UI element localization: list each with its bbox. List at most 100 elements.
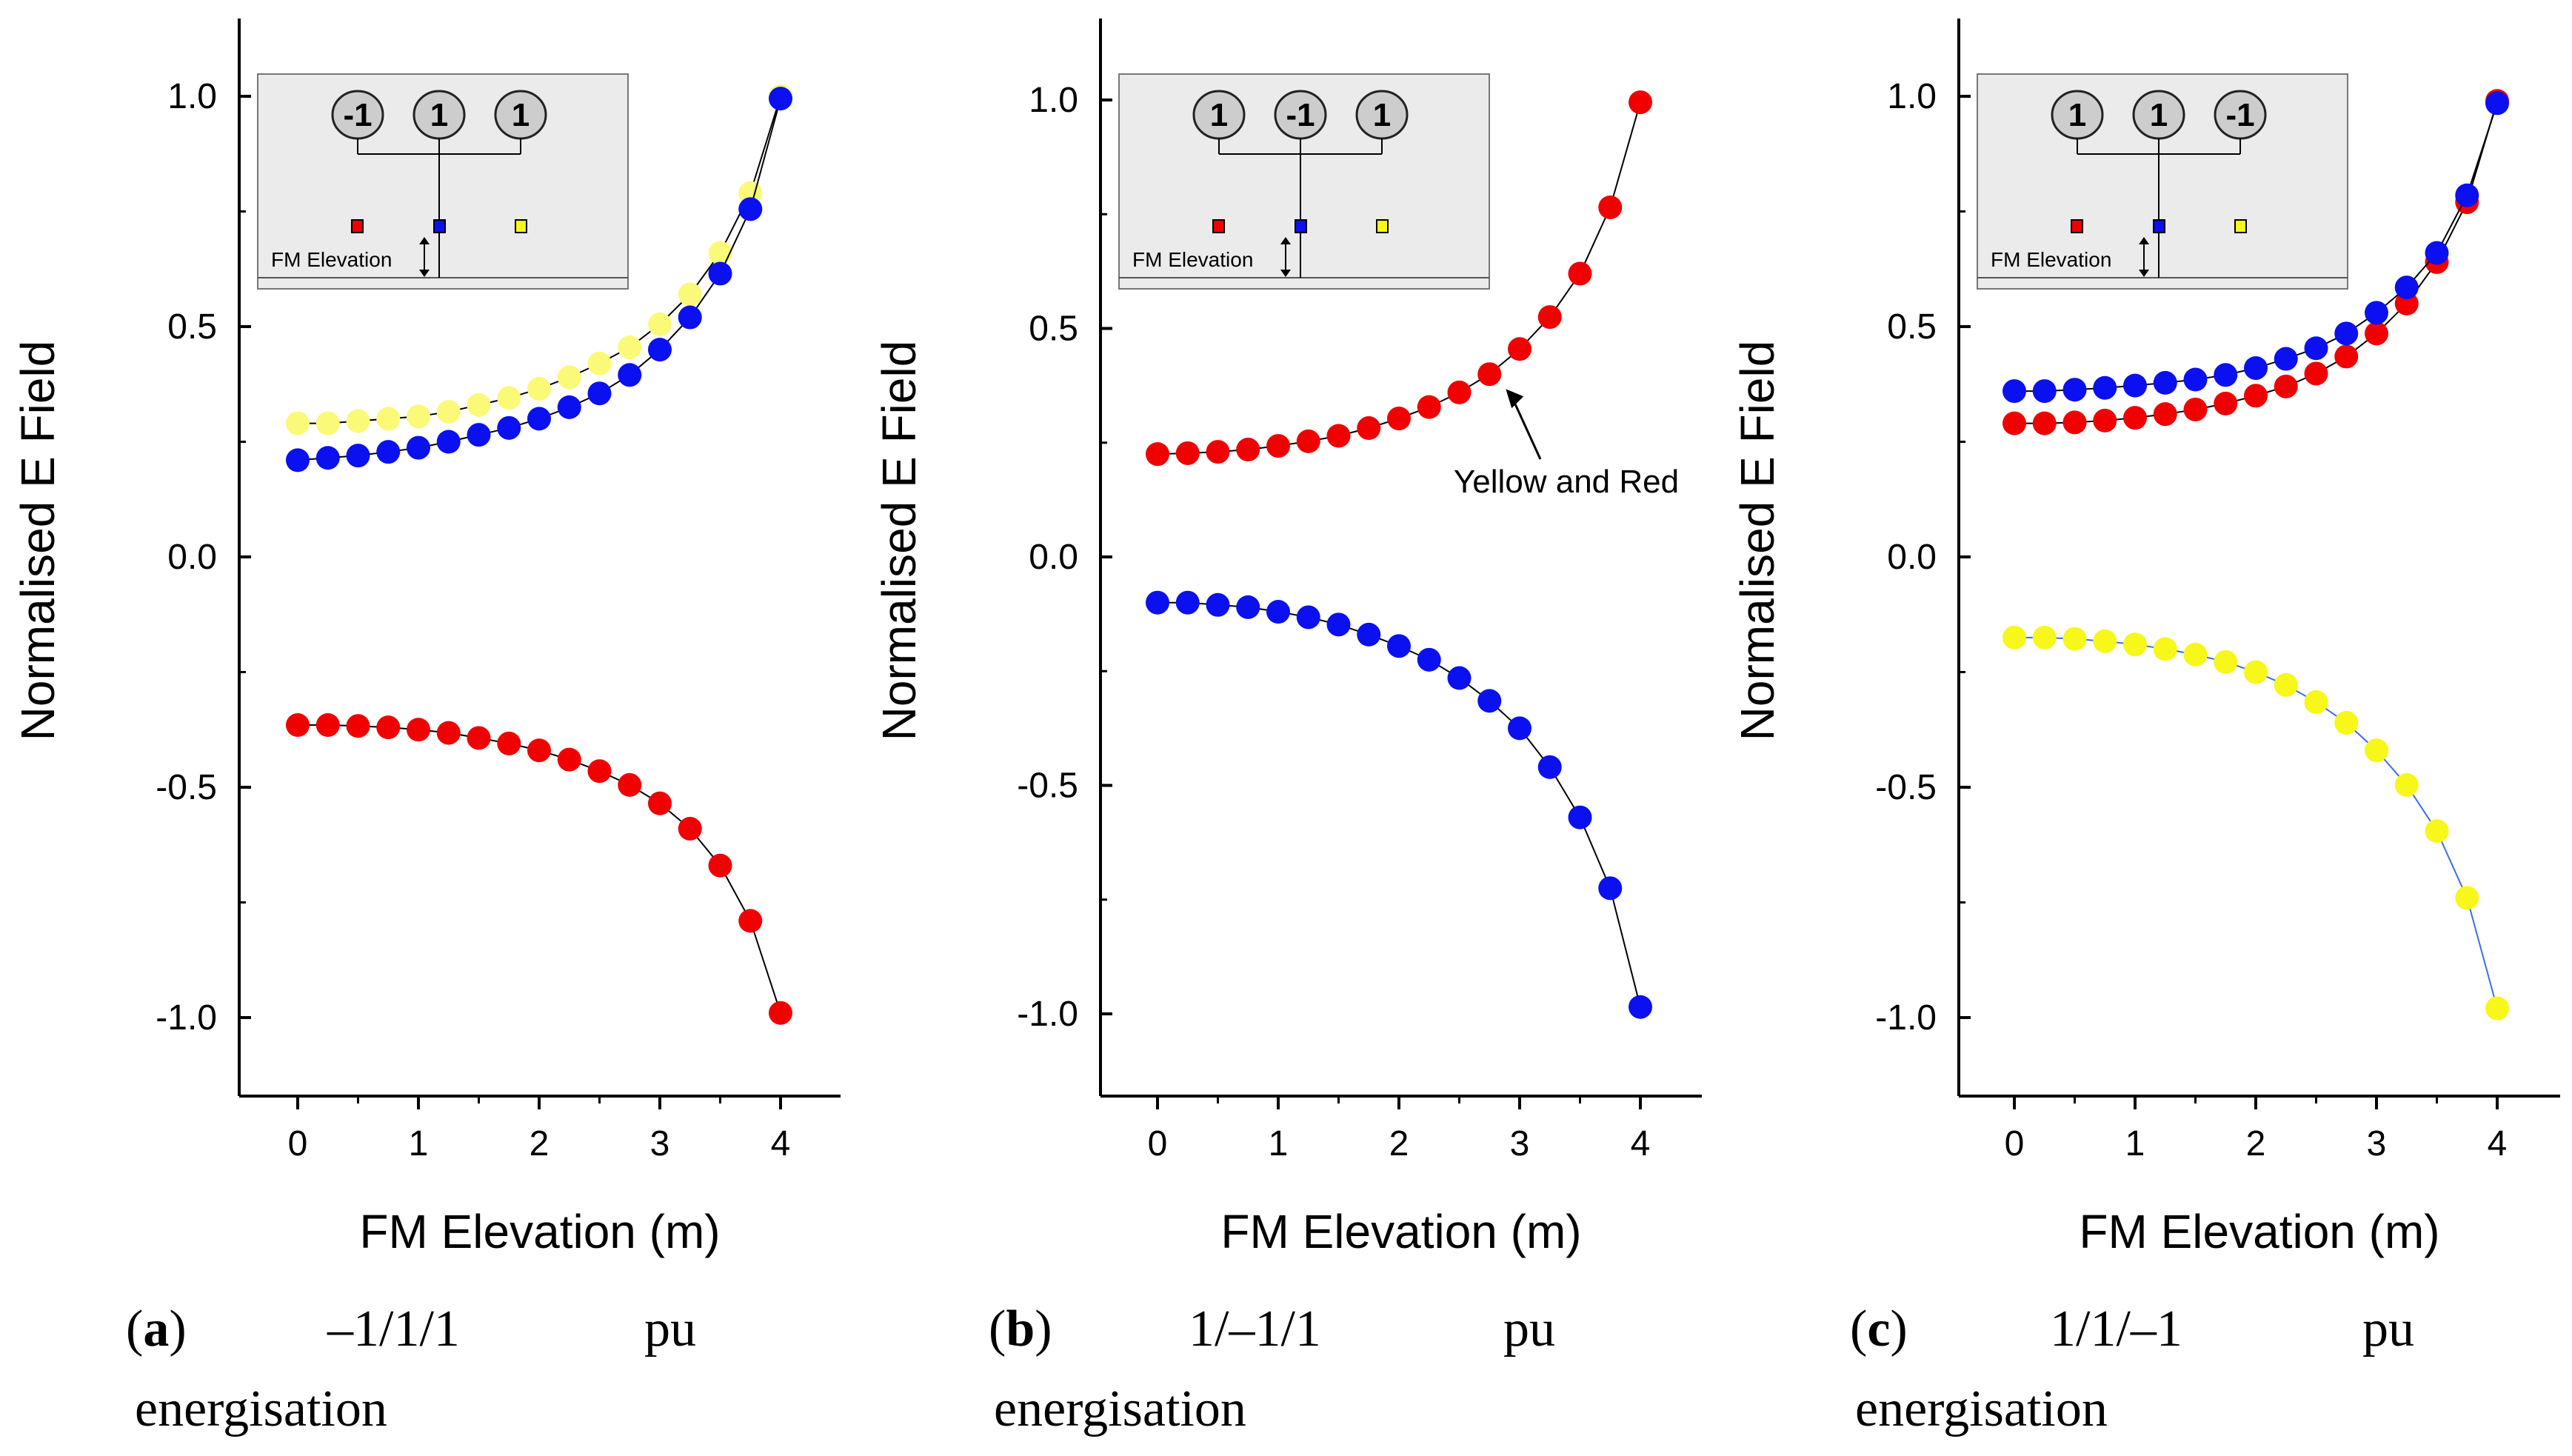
- caption-b-second-line: energisation: [994, 1380, 1246, 1437]
- data-point-yellow: [678, 282, 702, 307]
- annotation-arrow: [1510, 395, 1542, 460]
- caption-c-second-line: energisation: [1855, 1380, 2108, 1437]
- inset-diagram: 1 -1 1 FM Elevation: [1118, 73, 1490, 290]
- x-tick-label: 4: [771, 1124, 791, 1163]
- sensor-marker-yellow-icon: [515, 219, 527, 233]
- data-point-blue: [436, 430, 461, 454]
- data-point-blue: [1296, 605, 1320, 630]
- x-tick-label: 3: [650, 1124, 670, 1163]
- data-point-blue: [2365, 301, 2388, 325]
- data-point-blue: [527, 407, 551, 431]
- caption-c-energisation: 1/1/–1: [2050, 1300, 2182, 1358]
- data-point-red: [678, 816, 702, 841]
- data-point-blue: [1146, 590, 1169, 615]
- x-axis-label: FM Elevation (m): [2079, 1205, 2439, 1258]
- data-point-red: [1387, 407, 1411, 431]
- data-point-blue: [587, 381, 612, 406]
- caption-b-unit: pu: [1503, 1300, 1555, 1358]
- data-point-yellow: [376, 407, 401, 431]
- arrowhead-up-icon: [2139, 237, 2149, 244]
- x-axis-label: FM Elevation (m): [1220, 1205, 1581, 1258]
- series-line-blue: [1158, 601, 1641, 1007]
- data-point-blue: [2032, 379, 2057, 404]
- data-point-red: [1326, 424, 1351, 448]
- conductor-label: 1: [2150, 97, 2168, 133]
- data-point-red: [1266, 434, 1290, 458]
- data-point-red: [527, 738, 551, 763]
- inset-diagram: 1 1 -1 FM Elevation: [1977, 73, 2348, 290]
- data-point-yellow: [407, 404, 430, 429]
- data-point-blue: [1357, 622, 1381, 647]
- data-point-blue: [557, 395, 581, 419]
- data-point-red: [1236, 438, 1260, 462]
- x-tick-label: 2: [1389, 1124, 1409, 1163]
- data-point-blue: [2183, 367, 2208, 392]
- data-point-yellow: [2123, 632, 2147, 657]
- caption-c-unit: pu: [2362, 1300, 2414, 1358]
- data-point-red: [1175, 441, 1200, 465]
- data-point-yellow: [497, 386, 521, 410]
- data-point-blue: [1326, 612, 1351, 637]
- data-point-yellow: [2485, 996, 2509, 1021]
- data-point-yellow: [2394, 772, 2419, 797]
- data-point-red: [2003, 411, 2026, 435]
- data-point-blue: [286, 448, 310, 472]
- data-point-yellow: [708, 241, 732, 265]
- data-point-red: [1568, 261, 1592, 286]
- data-point-red: [557, 747, 581, 772]
- data-point-blue: [315, 446, 340, 470]
- data-point-blue: [2455, 183, 2479, 207]
- data-point-red: [497, 731, 521, 755]
- y-tick-label: -0.5: [1017, 767, 1078, 806]
- y-tick-label: 0.5: [1029, 310, 1078, 349]
- data-point-yellow: [286, 411, 310, 435]
- data-point-blue: [738, 197, 763, 221]
- data-point-yellow: [2093, 629, 2117, 653]
- y-tick-label: 0.0: [1029, 538, 1078, 577]
- data-point-yellow: [2304, 689, 2328, 714]
- arrowhead-down-icon: [2139, 270, 2149, 277]
- data-point-yellow: [2062, 627, 2087, 651]
- caption-a-energisation: –1/1/1: [327, 1300, 460, 1358]
- y-tick-label: -1.0: [1017, 995, 1078, 1034]
- y-tick-label: -1.0: [1875, 998, 1937, 1038]
- sensor-marker-red-icon: [1212, 219, 1225, 233]
- data-point-red: [2032, 411, 2057, 435]
- data-point-yellow: [587, 351, 612, 375]
- data-point-blue: [1598, 876, 1623, 901]
- data-point-yellow: [2274, 672, 2298, 697]
- data-point-yellow: [436, 400, 461, 424]
- data-point-blue: [618, 363, 642, 387]
- y-axis-label: Normalised E Field: [1731, 341, 1784, 741]
- conductor-label: 1: [1210, 97, 1228, 133]
- data-point-red: [2365, 321, 2388, 346]
- data-point-yellow: [2365, 738, 2388, 763]
- caption-a-second-line: energisation: [135, 1380, 387, 1437]
- inset-label: FM Elevation: [1991, 248, 2111, 271]
- data-point-yellow: [648, 312, 672, 336]
- data-point-red: [2274, 374, 2298, 398]
- x-tick-label: 4: [1631, 1124, 1651, 1163]
- arrowhead-down-icon: [1280, 270, 1291, 277]
- chart-panel-c: 1.0 0.5 0.0 -0.5 -1.0 0 1 2 3 4 FM Elevation (m) No…: [1731, 19, 2560, 1258]
- x-tick-label: 0: [1148, 1124, 1168, 1163]
- conductor-label: 1: [1373, 97, 1391, 133]
- data-point-blue: [1508, 716, 1531, 741]
- data-point-blue: [1568, 805, 1592, 829]
- data-point-blue: [1417, 647, 1441, 672]
- conductor-label: -1: [1286, 97, 1315, 133]
- x-tick-label: 1: [1269, 1124, 1289, 1163]
- data-point-red: [2183, 397, 2208, 421]
- data-point-red: [1537, 305, 1562, 330]
- data-point-blue: [648, 338, 672, 362]
- caption-a-letter: a: [143, 1300, 170, 1358]
- data-point-red: [1598, 195, 1623, 219]
- inset-label: FM Elevation: [1132, 248, 1253, 271]
- data-point-yellow: [2032, 625, 2057, 649]
- data-point-red: [286, 713, 310, 738]
- inset-diagram: -1 1 1 FM Elevation: [257, 73, 629, 290]
- x-tick-label: 3: [2367, 1124, 2387, 1163]
- caption-b-energisation: 1/–1/1: [1189, 1300, 1321, 1358]
- data-point-red: [1629, 90, 1652, 115]
- data-point-red: [587, 759, 612, 784]
